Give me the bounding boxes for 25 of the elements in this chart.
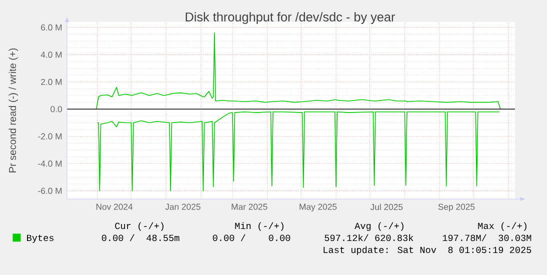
- chart-title: Disk throughput for /dev/sdc - by year: [186, 12, 396, 24]
- x-tick-label: Jul 2025: [370, 204, 403, 210]
- text: Max (-/+): [478, 222, 526, 231]
- y-tick-label: 6.0 M: [41, 24, 62, 31]
- x-tick-label: Mar 2025: [232, 204, 268, 210]
- text: Last update: Sat Nov 8 01:05:19 2025: [324, 246, 532, 255]
- text: 597.12k/ 620.83k: [324, 234, 414, 242]
- text: Cur (-/+): [115, 222, 164, 231]
- x-tick-label: Jan 2025: [165, 204, 200, 210]
- y-tick-label: -2.0 M: [38, 133, 62, 140]
- text: Min (-/+): [235, 222, 284, 231]
- y-tick-label: 4.0 M: [40, 52, 62, 58]
- text: Avg (-/+): [354, 222, 404, 231]
- y-axis-title: Pr second read (-) / write (+): [8, 48, 18, 172]
- y-tick-label: 2.0 M: [41, 78, 62, 85]
- text: 197.78M/ 30.03M: [442, 234, 532, 242]
- text: 0.00 / 0.00: [212, 234, 290, 242]
- x-tick-label: Sep 2025: [438, 204, 475, 212]
- y-tick-label: 0.0: [50, 106, 62, 112]
- x-tick-label: Nov 2024: [96, 204, 133, 210]
- x-tick-label: May 2025: [300, 204, 337, 212]
- text: 0.00 / 48.55m: [102, 234, 180, 242]
- legend-label: Bytes: [27, 234, 54, 243]
- y-tick-label: -6.0 M: [38, 188, 62, 194]
- y-tick-label: -4.0 M: [38, 160, 62, 167]
